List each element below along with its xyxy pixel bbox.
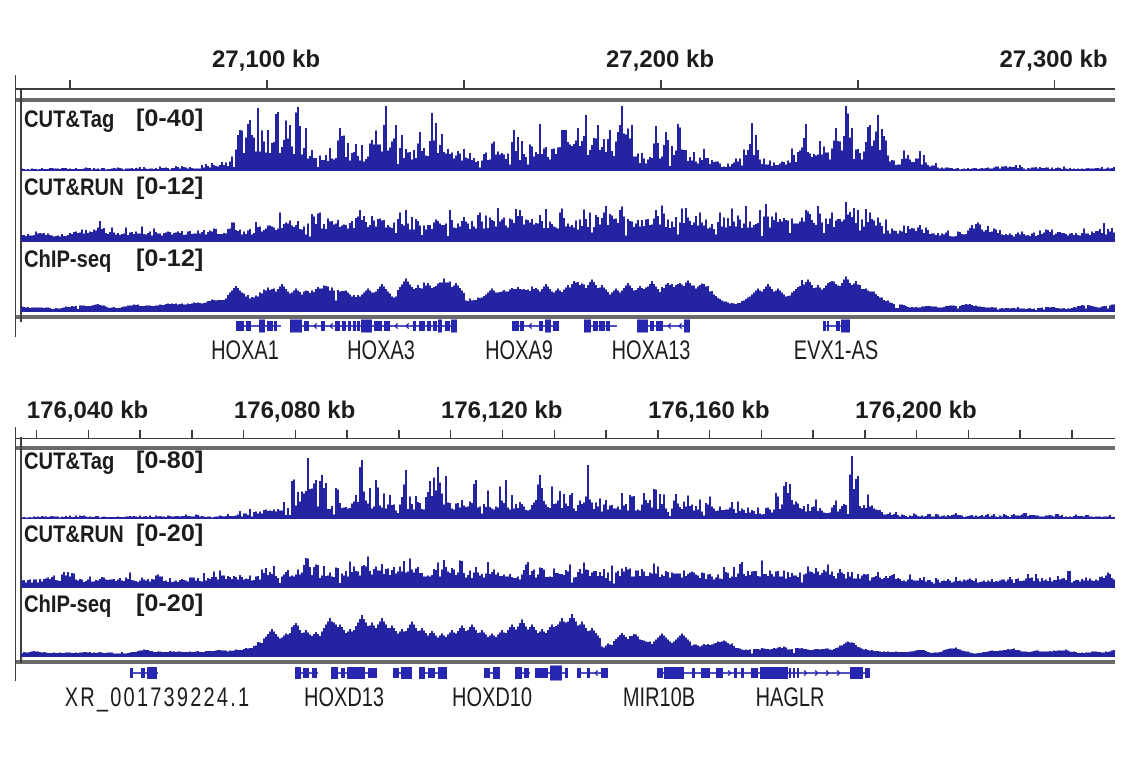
gene-model: [290, 319, 457, 333]
ruler-tick-mark: [398, 429, 400, 438]
ruler-tick-label: 27,200 kb: [605, 46, 715, 74]
ruler-tick-mark: [501, 429, 504, 438]
gene-model-track: [236, 319, 850, 333]
ruler-tick-label: 27,100 kb: [211, 46, 321, 74]
ruler-tick-label: 176,200 kb: [855, 397, 977, 425]
panel-left-outer-border: [14, 75, 16, 337]
track-data-range-label: [0-20]: [136, 520, 204, 548]
ruler-tick-mark: [463, 80, 465, 88]
gene-model: [236, 319, 281, 333]
panel-bottom-separator: [14, 314, 1115, 319]
signal-histogram: [21, 106, 1115, 172]
ruler-tick-mark: [1053, 80, 1055, 88]
gene-model: [393, 667, 412, 679]
ruler-tick-label: 176,120 kb: [440, 397, 563, 425]
gene-model-track: [130, 665, 870, 681]
gene-name-label: HOXD10: [452, 681, 533, 712]
signal-histogram: [21, 276, 1115, 313]
track-name-label: CUT&RUN: [24, 173, 124, 201]
ruler-tick-mark: [708, 429, 711, 438]
gene-model: [823, 319, 850, 333]
ruler-tick-mark: [760, 429, 763, 438]
ruler-tick-mark: [294, 429, 297, 438]
panel-top-separator: [14, 98, 1115, 102]
gene-model: [657, 667, 870, 679]
ruler-tick-mark: [660, 80, 662, 88]
ruler-tick-mark: [1071, 429, 1073, 438]
ruler-tick-label: 176,080 kb: [233, 397, 356, 425]
ruler-tick-label: 176,040 kb: [26, 397, 149, 425]
gene-model: [584, 319, 617, 333]
ruler-tick-mark: [864, 429, 866, 438]
ruler-tick-mark: [605, 429, 607, 438]
track-name-label: ChIP-seq: [24, 246, 112, 273]
track-name-label: CUT&RUN: [24, 521, 124, 548]
gene-name-label: HOXA13: [611, 335, 690, 365]
gene-model: [515, 667, 530, 679]
ruler-tick-mark: [449, 429, 452, 438]
gene-name-label: HOXA3: [347, 335, 415, 365]
panel-bottom-separator: [14, 659, 1115, 664]
gene-name-label: EVX1-AS: [793, 335, 878, 365]
gene-name-label: HAGLR: [755, 681, 825, 712]
signal-histogram: [21, 455, 1115, 519]
gene-model: [419, 667, 447, 679]
panel-left-inner-border: [20, 437, 22, 664]
track-data-range-label: [0-20]: [136, 590, 204, 618]
gene-name-label: MIR10B: [622, 681, 695, 712]
ruler-tick-label: 27,300 kb: [999, 46, 1108, 74]
ruler-tick-mark: [242, 429, 245, 438]
ruler-tick-mark: [812, 429, 814, 438]
ruler-tick-mark: [553, 429, 555, 438]
gene-name-label: HOXA9: [484, 335, 553, 365]
gene-model: [512, 319, 559, 333]
gene-model: [535, 665, 568, 681]
signal-histogram: [21, 556, 1115, 589]
panel-top-separator: [14, 446, 1115, 451]
signal-histogram: [21, 614, 1115, 658]
ruler-tick-mark: [346, 429, 348, 438]
panel-left-inner-border: [20, 88, 22, 322]
ruler-tick-mark: [139, 429, 141, 438]
ruler-tick-mark: [69, 80, 71, 88]
gene-model: [331, 667, 377, 679]
ruler-tick-mark: [87, 429, 89, 438]
track-name-label: CUT&Tag: [24, 106, 115, 133]
ruler-tick-mark: [657, 429, 659, 438]
ruler-tick-label: 176,160 kb: [648, 397, 770, 425]
ruler-axis-line: [14, 88, 1115, 90]
gene-model: [130, 667, 158, 679]
ruler-tick-mark: [857, 80, 859, 88]
ruler-tick-mark: [266, 80, 268, 88]
gene-name-label: HOXA1: [210, 335, 279, 365]
ruler-tick-mark: [35, 429, 38, 438]
gene-model: [295, 667, 318, 679]
track-data-range-label: [0-80]: [136, 447, 204, 475]
track-name-label: ChIP-seq: [24, 591, 112, 618]
signal-histogram: [21, 202, 1115, 242]
track-data-range-label: [0-12]: [136, 172, 204, 200]
gene-model: [484, 667, 500, 679]
ruler-tick-mark: [1019, 429, 1021, 438]
ruler-tick-mark: [191, 429, 193, 438]
ruler-axis-line: [14, 437, 1115, 440]
gene-name-label: HOXD13: [304, 681, 384, 712]
ruler-tick-mark: [915, 429, 918, 438]
panel-left-outer-border: [14, 426, 16, 681]
track-data-range-label: [0-12]: [136, 245, 204, 273]
track-data-range-label: [0-40]: [136, 105, 204, 133]
ruler-tick-mark: [967, 429, 970, 438]
track-name-label: CUT&Tag: [24, 448, 115, 475]
gene-name-label: XR_001739224.1: [64, 681, 251, 712]
gene-model: [637, 319, 690, 333]
gene-model: [577, 668, 608, 678]
